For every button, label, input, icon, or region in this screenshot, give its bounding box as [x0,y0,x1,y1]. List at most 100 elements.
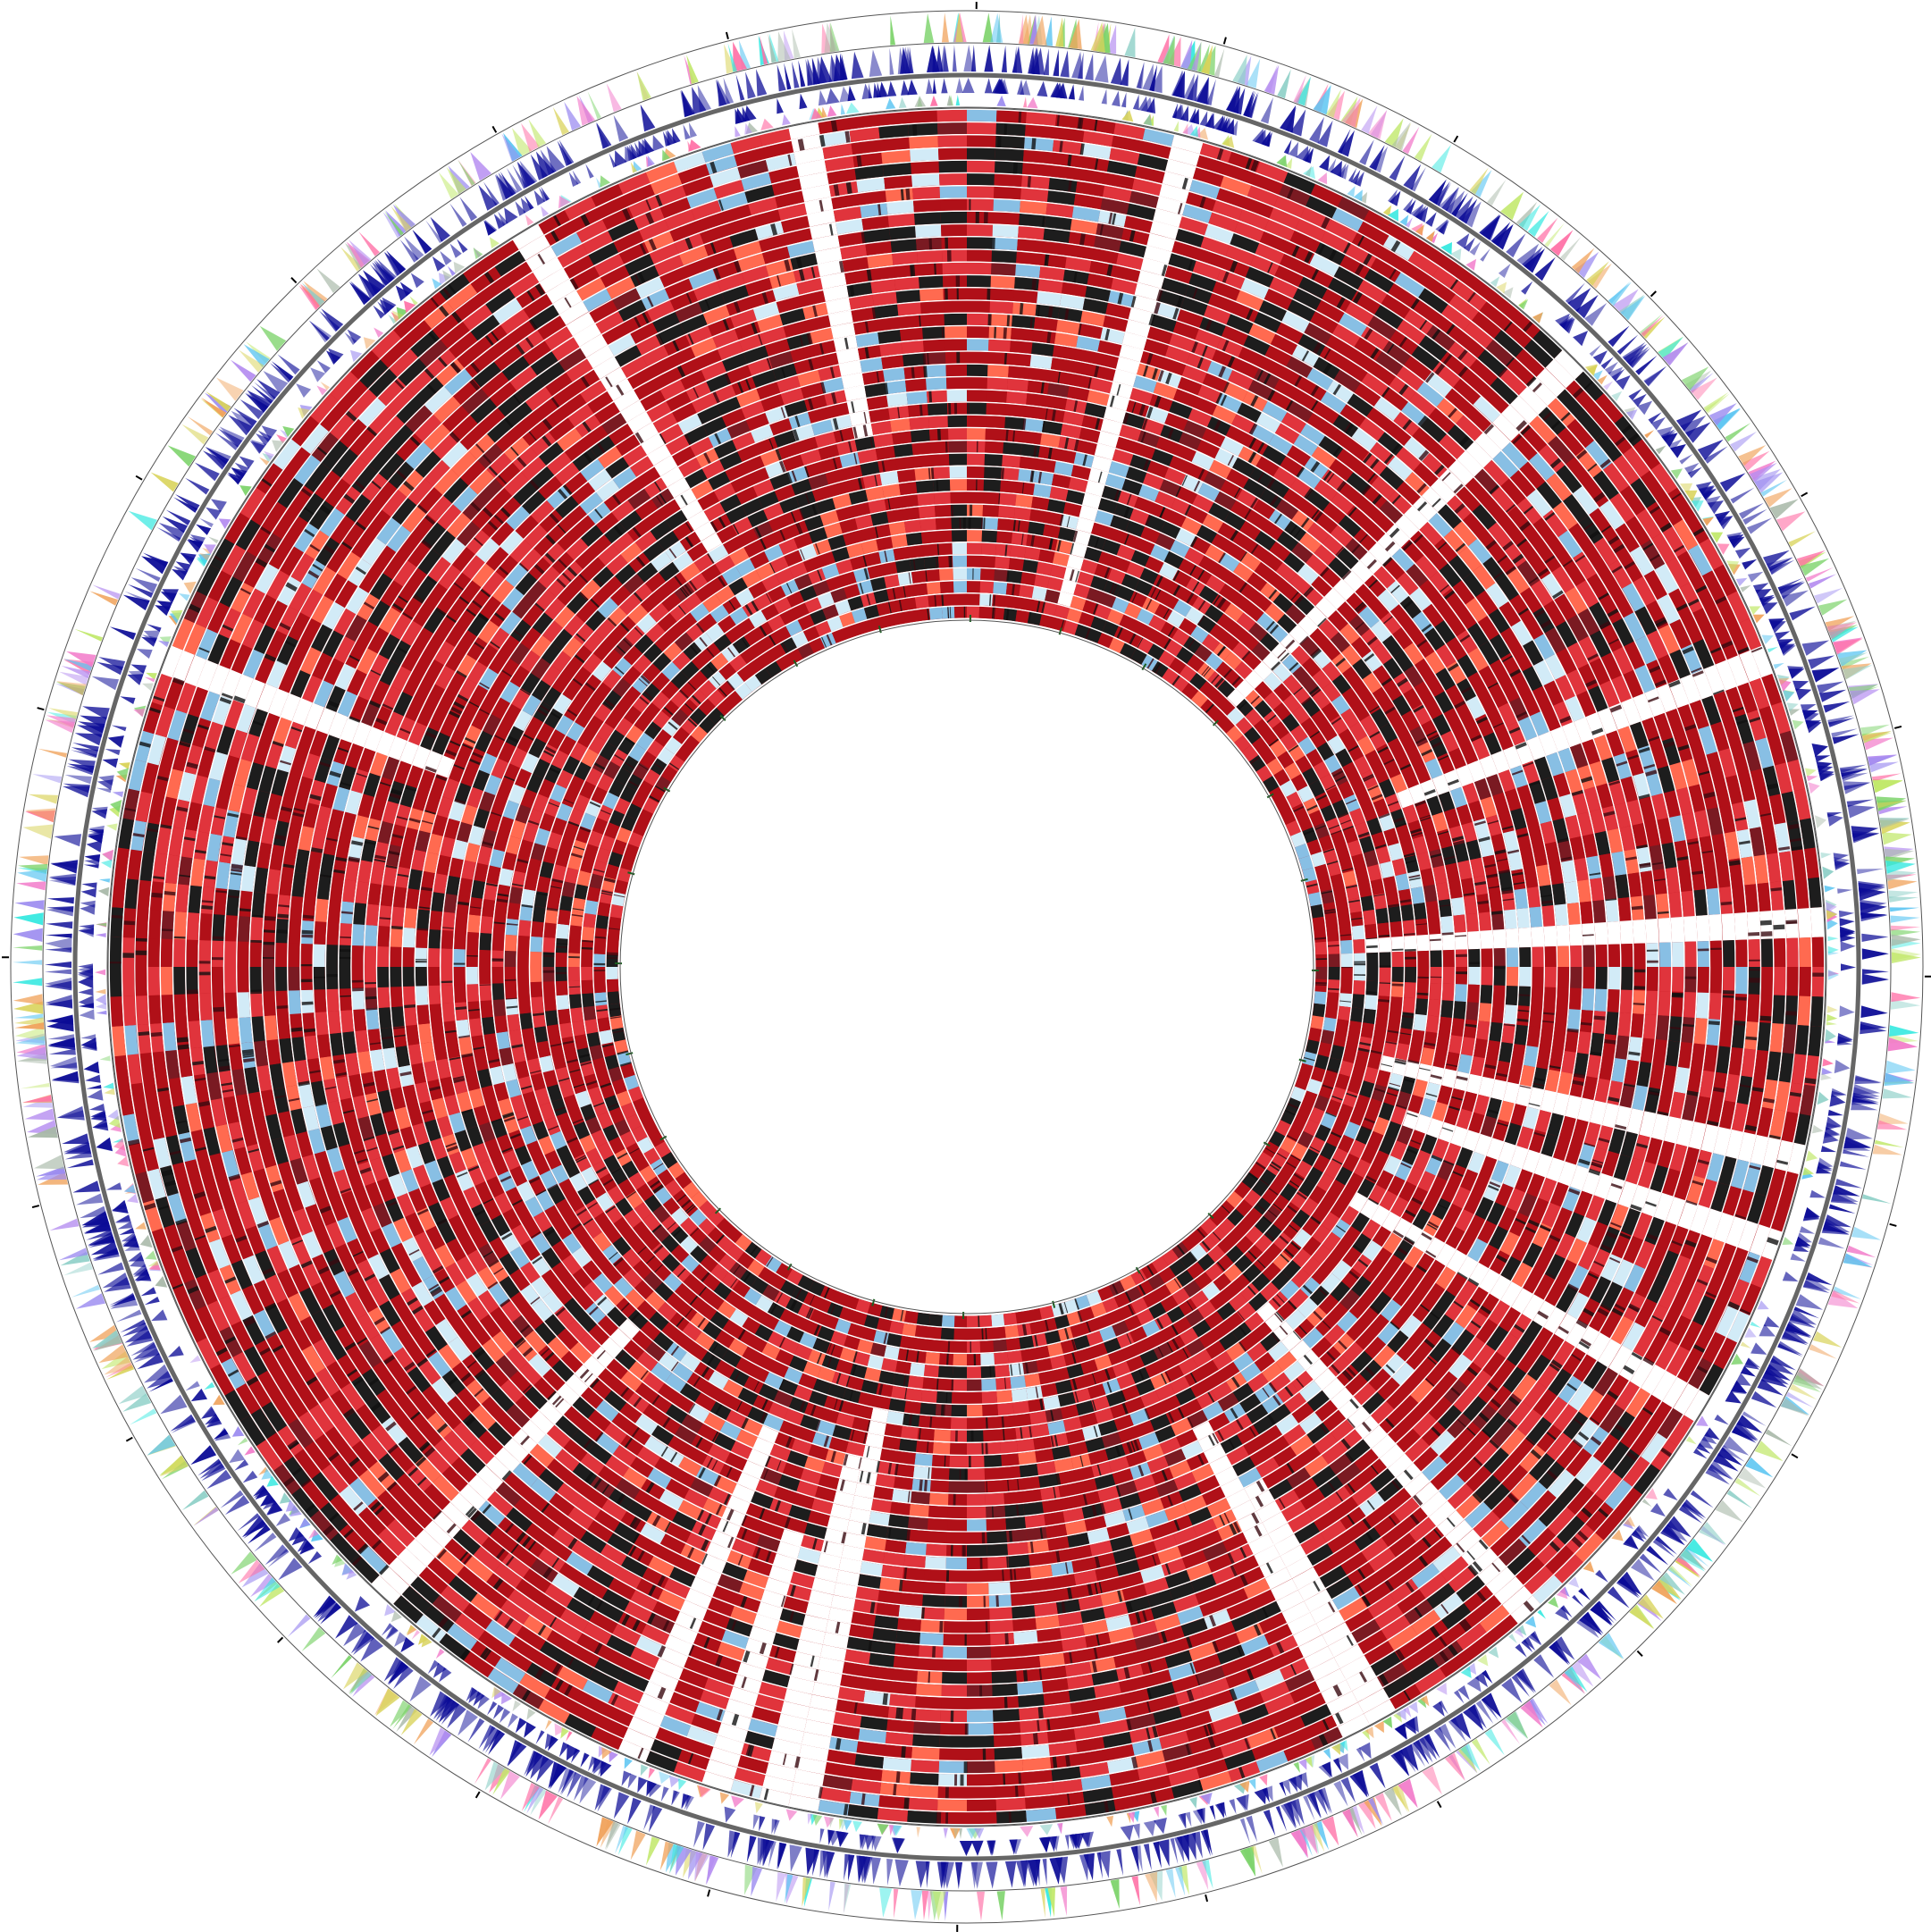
gene-feature [392,1704,413,1729]
gene-feature [1607,1586,1630,1609]
gene-feature [1064,1835,1070,1851]
gene-feature [756,69,768,97]
gene-feature [492,1768,510,1795]
gene-feature [824,22,839,54]
gene-feature [1668,1565,1693,1587]
gene-feature [1877,1113,1909,1125]
gene-feature [1849,689,1880,705]
gene-feature [943,1827,948,1839]
gene-feature [1094,55,1109,83]
gene-feature [585,164,594,179]
gene-feature [1650,1503,1666,1517]
gene-feature [298,285,323,311]
gene-feature [1826,622,1857,640]
gene-feature [316,268,340,293]
gene-feature [243,344,270,368]
gene-feature [752,1814,760,1830]
gene-feature [49,1218,80,1231]
gene-feature [1641,316,1666,340]
gene-feature [130,1408,157,1425]
gene-feature [239,349,264,373]
gene-feature [181,424,209,445]
gene-feature [1586,261,1609,286]
gene-feature [1457,1745,1478,1774]
gene-feature [821,106,827,118]
gene-feature [921,1890,929,1920]
gene-feature [1347,186,1356,197]
gene-feature [926,78,934,95]
gene-feature [34,1155,65,1170]
gene-feature [307,1550,323,1565]
outer-cog-track [13,13,1921,1921]
gene-feature [1889,1025,1919,1037]
gene-feature [55,682,86,695]
gene-feature [1889,896,1919,903]
gene-feature [96,1003,107,1010]
gene-feature [1313,84,1331,115]
gene-feature [1831,1289,1860,1304]
gene-feature [1480,248,1490,262]
gene-feature [185,477,210,495]
gene-feature [617,1826,633,1856]
gene-feature [1890,999,1921,1010]
gene-feature [1175,1866,1186,1896]
gene-feature [1319,155,1331,172]
gene-feature [429,1727,452,1756]
gene-feature [1868,755,1898,766]
gene-feature [1788,531,1817,547]
gene-feature [564,101,582,131]
outer-tick [290,277,298,284]
gene-feature [1079,1853,1089,1882]
gene-feature [1834,1179,1862,1189]
gene-feature [96,1010,107,1015]
gene-feature [123,1184,136,1194]
gene-feature [907,79,918,96]
gene-feature [1876,1120,1908,1130]
gene-feature [1809,1344,1837,1359]
outer-tick [1205,1894,1209,1903]
gene-feature [66,651,97,668]
gene-feature [1828,626,1859,643]
gene-feature [1675,1555,1701,1577]
gene-feature [200,397,227,418]
gene-feature [959,1841,973,1856]
gene-feature [1714,408,1742,431]
gene-feature [449,203,467,227]
gene-feature [1322,1748,1331,1760]
gene-feature [238,1559,265,1583]
gene-feature [1863,737,1893,751]
gene-feature [1742,559,1758,570]
gene-feature [986,1861,998,1889]
gene-feature [1882,832,1912,845]
gene-feature [1808,574,1837,589]
gene-feature [1788,668,1805,679]
gene-feature [1655,445,1667,455]
gene-feature [46,906,74,917]
gene-feature [1414,133,1432,162]
gene-feature [127,674,144,685]
gene-feature [1891,952,1921,963]
gene-feature [1789,1383,1818,1400]
outer-tick [1222,37,1227,45]
gene-feature [50,860,79,874]
gene-feature [83,864,99,869]
gene-feature [1834,1059,1851,1074]
gene-feature [1120,59,1129,87]
gene-feature [1171,70,1183,98]
gene-feature [1843,1149,1869,1157]
gene-feature [1131,1876,1140,1906]
gene-feature [984,78,993,94]
gene-feature [840,104,845,115]
gene-feature [258,1583,285,1608]
gene-feature [894,1888,899,1919]
gene-feature [1891,925,1921,931]
gene-feature [1536,217,1558,243]
gene-feature [955,78,963,94]
gene-feature [996,1891,1005,1921]
gene-feature [1651,1580,1677,1605]
gene-feature [541,206,550,217]
gene-feature [615,1825,628,1854]
gene-feature [1644,430,1655,439]
gene-feature [1868,761,1899,773]
gene-feature [74,628,103,642]
